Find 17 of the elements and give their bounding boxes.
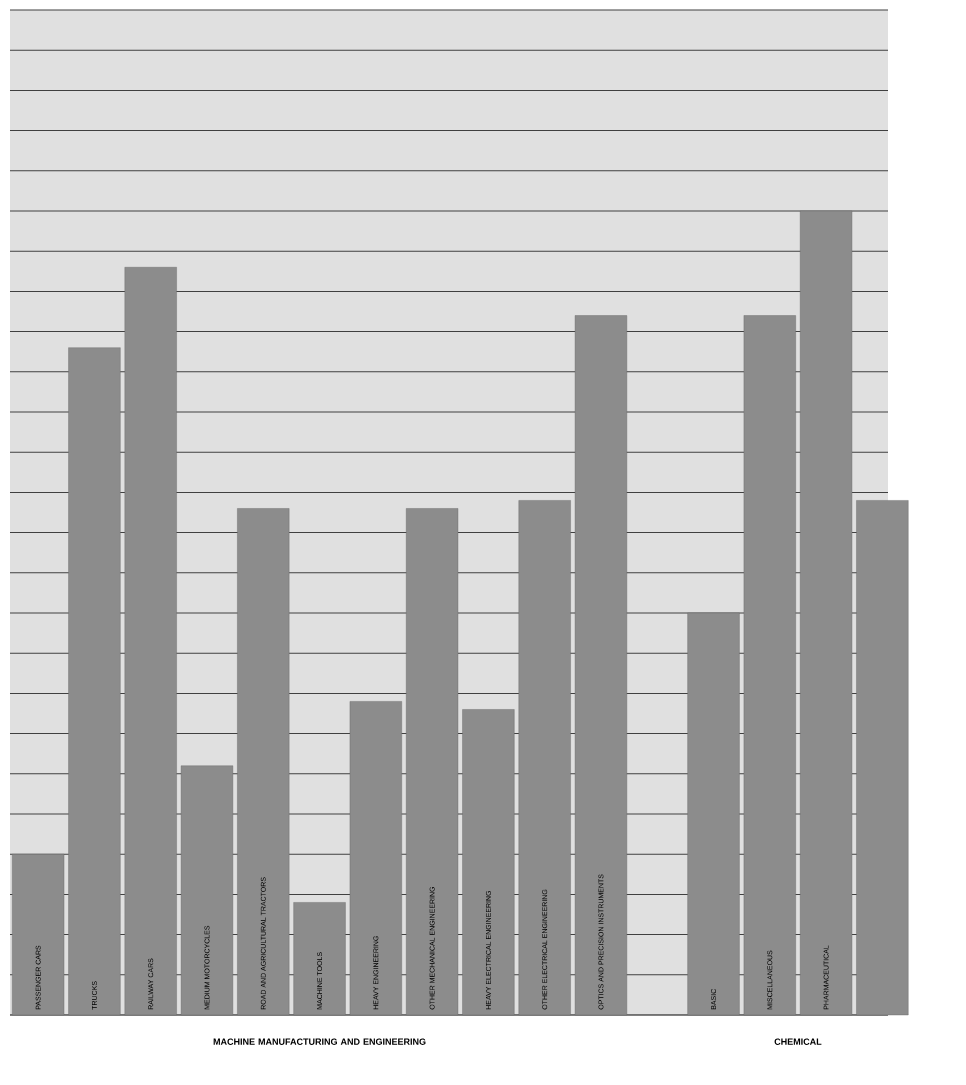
text: MACHINE MANUFACTURING AND ENGINEERING (213, 1038, 426, 1045)
bar (405, 508, 459, 1016)
bar (11, 854, 65, 1016)
bar (237, 508, 290, 1016)
bar (349, 701, 402, 1016)
bar (518, 500, 571, 1016)
bar (68, 347, 121, 1016)
bar (124, 267, 177, 1016)
bar (743, 315, 796, 1016)
bar (799, 210, 853, 1016)
bar (180, 765, 233, 1016)
bar (293, 902, 346, 1016)
bar (856, 500, 909, 1016)
bar (687, 612, 740, 1016)
text: CHEMICAL (774, 1038, 822, 1045)
bar (462, 709, 515, 1016)
bar (574, 315, 627, 1016)
